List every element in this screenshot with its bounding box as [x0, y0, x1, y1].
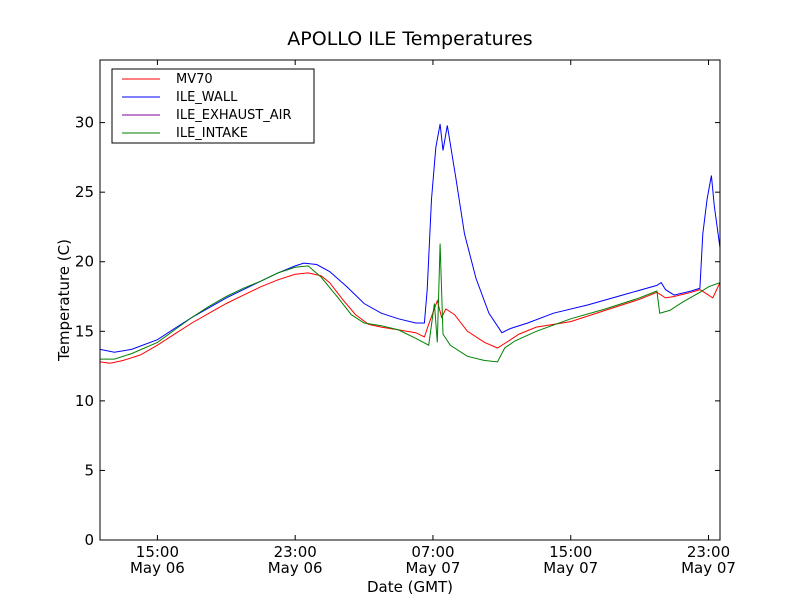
y-tick-label: 20 — [75, 253, 94, 271]
legend-box — [111, 68, 315, 144]
x-axis-label: Date (GMT) — [367, 578, 453, 596]
x-tick-label-time: 23:00 — [687, 543, 730, 561]
x-tick-label-date: May 06 — [268, 559, 323, 577]
y-axis-label: Temperature (C) — [55, 239, 73, 362]
legend-label: ILE_INTAKE — [176, 126, 248, 141]
x-tick-label-date: May 07 — [406, 559, 461, 577]
y-tick-label: 15 — [75, 322, 94, 340]
series-line-ile-wall — [100, 123, 720, 353]
legend: MV70 ILE_WALL ILE_EXHAUST_AIR ILE_INTAKE — [111, 68, 315, 144]
x-tick-label-time: 23:00 — [274, 543, 317, 561]
y-tick-label: 25 — [75, 183, 94, 201]
x-tick-label-date: May 07 — [681, 559, 736, 577]
x-tick-label-time: 15:00 — [549, 543, 592, 561]
series-layer — [100, 123, 720, 364]
x-tick-label-date: May 07 — [543, 559, 598, 577]
chart-title: APOLLO ILE Temperatures — [287, 28, 532, 50]
y-axis: 0 5 10 15 20 25 30 — [75, 114, 720, 549]
series-line-mv70 — [100, 272, 720, 364]
plot-frame — [99, 59, 721, 541]
x-tick-label-date: May 06 — [130, 559, 185, 577]
y-tick-label: 0 — [84, 531, 94, 549]
y-tick-label: 10 — [75, 392, 94, 410]
legend-label: MV70 — [176, 72, 213, 87]
x-tick-label-time: 15:00 — [136, 543, 179, 561]
x-tick-label-time: 07:00 — [411, 543, 454, 561]
series-line-ile-intake — [100, 243, 720, 363]
legend-label: ILE_WALL — [176, 90, 238, 105]
legend-label: ILE_EXHAUST_AIR — [176, 108, 292, 123]
y-tick-label: 5 — [84, 461, 94, 479]
y-tick-label: 30 — [75, 114, 94, 132]
